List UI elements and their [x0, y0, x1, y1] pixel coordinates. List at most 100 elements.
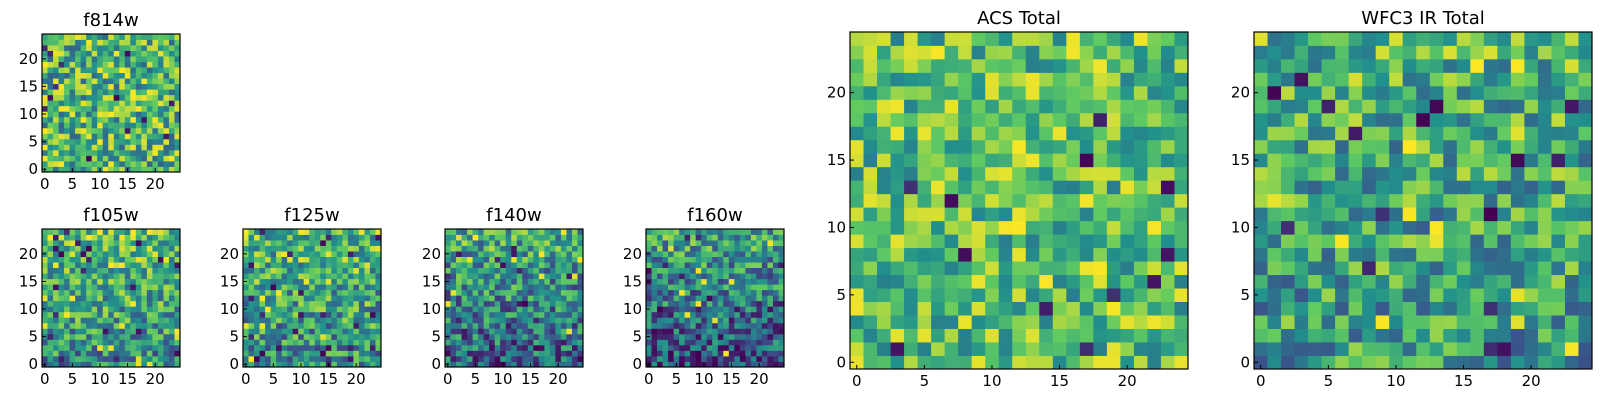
heatmap-cell	[1308, 261, 1322, 276]
heatmap-cell	[86, 149, 93, 156]
heatmap-cell	[1039, 342, 1054, 356]
heatmap-cell	[1267, 301, 1282, 316]
heatmap-cell	[917, 234, 932, 249]
heatmap-cell	[124, 267, 131, 274]
heatmap-cell	[1294, 99, 1309, 114]
heatmap-cell	[1079, 112, 1094, 127]
heatmap-cell	[108, 267, 115, 274]
heatmap-cell	[86, 72, 93, 79]
heatmap-cell	[1524, 112, 1539, 127]
heatmap-cell	[544, 273, 551, 280]
heatmap-cell	[113, 122, 120, 129]
heatmap-cell	[1147, 72, 1162, 87]
heatmap-cell	[461, 361, 468, 368]
heatmap-cell	[42, 144, 48, 151]
heatmap-cell	[1443, 315, 1458, 329]
heatmap-cell	[270, 284, 277, 291]
heatmap-cell	[931, 261, 946, 276]
heatmap-cell	[135, 284, 142, 291]
heatmap-cell	[42, 160, 48, 167]
heatmap-cell	[1510, 342, 1525, 356]
heatmap-cell	[467, 278, 473, 285]
heatmap-cell	[1174, 112, 1189, 127]
heatmap-cell	[58, 284, 65, 291]
heatmap-cell	[113, 240, 120, 246]
heatmap-cell	[1052, 180, 1067, 195]
heatmap-cell	[75, 144, 82, 151]
heatmap-cell	[668, 317, 674, 324]
heatmap-cell	[1335, 328, 1350, 343]
heatmap-cell	[673, 333, 680, 340]
heatmap-cell	[1564, 261, 1579, 276]
heatmap-cell	[739, 300, 746, 307]
heatmap-cell	[309, 300, 316, 307]
heatmap-cell	[904, 247, 918, 262]
heatmap-cell	[80, 278, 87, 285]
heatmap-cell	[135, 306, 142, 313]
heatmap-cell	[958, 32, 973, 46]
heatmap-cell	[450, 234, 457, 241]
heatmap-cell	[108, 149, 115, 156]
heatmap-cell	[662, 262, 669, 269]
heatmap-cell	[64, 355, 70, 362]
heatmap-cell	[505, 240, 512, 246]
heatmap-cell	[863, 85, 878, 100]
heatmap-cell	[298, 306, 305, 313]
heatmap-cell	[1524, 247, 1539, 262]
heatmap-cell	[1416, 288, 1431, 302]
heatmap-cell	[58, 160, 65, 167]
heatmap-cell	[113, 138, 120, 145]
heatmap-cell	[130, 311, 137, 318]
heatmap-cell	[303, 229, 310, 235]
heatmap-cell	[1321, 58, 1336, 73]
heatmap-cell	[511, 278, 518, 285]
heatmap-cell	[157, 160, 164, 167]
heatmap-cell	[47, 39, 54, 46]
heatmap-cell	[353, 229, 360, 235]
heatmap-cell	[168, 133, 175, 140]
heatmap-cell	[1079, 261, 1094, 276]
heatmap-cell	[890, 328, 905, 343]
heatmap-cell	[358, 350, 365, 357]
heatmap-cell	[1375, 166, 1390, 181]
heatmap-cell	[364, 350, 371, 357]
heatmap-cell	[287, 229, 294, 235]
heatmap-cell	[157, 256, 164, 263]
heatmap-cell	[1147, 342, 1162, 356]
heatmap-cell	[1362, 126, 1377, 141]
heatmap-cell	[1402, 342, 1417, 356]
heatmap-cell	[717, 306, 724, 313]
heatmap-cell	[369, 267, 376, 274]
heatmap-cell	[761, 300, 768, 307]
heatmap-cell	[130, 149, 137, 156]
heatmap-cell	[456, 278, 462, 285]
heatmap-cell	[1120, 193, 1135, 208]
heatmap-cell	[97, 61, 104, 68]
heatmap-cell	[494, 273, 501, 280]
heatmap-cell	[47, 251, 54, 257]
heatmap-cell	[917, 355, 932, 370]
heatmap-cell	[690, 317, 697, 324]
heatmap-cell	[119, 234, 126, 241]
heatmap-cell	[931, 126, 946, 141]
heatmap-cell	[767, 273, 774, 280]
heatmap-cell	[292, 333, 299, 340]
heatmap-cell	[1564, 72, 1579, 87]
heatmap-cell	[152, 267, 159, 274]
heatmap-cell	[1456, 328, 1471, 343]
heatmap-cell	[135, 39, 142, 46]
heatmap-cell	[130, 262, 137, 269]
heatmap-cell	[756, 295, 763, 302]
heatmap-cell	[657, 240, 663, 246]
heatmap-cell	[1524, 288, 1539, 302]
heatmap-cell	[998, 139, 1013, 154]
heatmap-cell	[1281, 342, 1295, 356]
heatmap-cell	[544, 311, 551, 318]
heatmap-cell	[375, 339, 382, 346]
heatmap-cell	[566, 295, 573, 302]
heatmap-cell	[259, 306, 266, 313]
heatmap-cell	[516, 361, 523, 368]
heatmap-cell	[555, 295, 562, 302]
heatmap-cell	[505, 278, 512, 285]
heatmap-cell	[1308, 72, 1322, 87]
